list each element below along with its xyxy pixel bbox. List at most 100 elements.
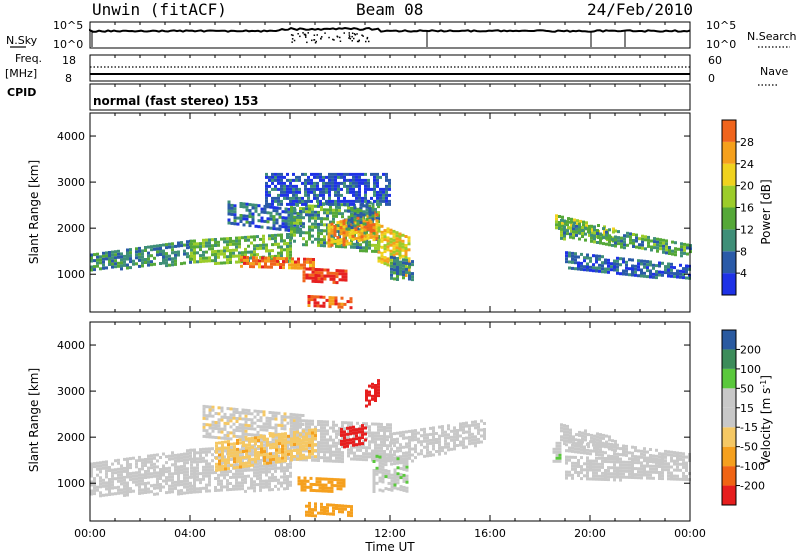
- heatmap-cell: [646, 275, 649, 279]
- heatmap-cell: [622, 453, 625, 457]
- heatmap-cell: [349, 187, 352, 191]
- heatmap-cell: [218, 459, 221, 463]
- heatmap-cell: [302, 279, 306, 283]
- heatmap-cell: [265, 249, 268, 253]
- heatmap-cell: [253, 415, 257, 419]
- heatmap-cell: [598, 441, 601, 445]
- heatmap-cell: [233, 454, 236, 458]
- heatmap-cell: [361, 433, 364, 437]
- heatmap-cell: [349, 297, 353, 301]
- heatmap-cell: [483, 422, 486, 425]
- heatmap-cell: [260, 447, 263, 451]
- heatmap-cell: [664, 468, 667, 472]
- heatmap-cell: [580, 261, 583, 265]
- heatmap-cell: [367, 184, 370, 188]
- heatmap-cell: [423, 454, 426, 458]
- heatmap-cell: [304, 178, 307, 182]
- heatmap-cell: [278, 451, 281, 455]
- heatmap-cell: [320, 426, 323, 430]
- heatmap-cell: [617, 242, 620, 246]
- heatmap-cell: [285, 257, 288, 261]
- heatmap-cell: [205, 453, 208, 457]
- heatmap-cell: [335, 441, 338, 445]
- heatmap-cell: [411, 447, 414, 451]
- heatmap-cell: [673, 266, 676, 270]
- heatmap-cell: [199, 245, 202, 249]
- heatmap-cell: [390, 264, 393, 268]
- heatmap-cell: [177, 483, 180, 487]
- heatmap-cell: [296, 218, 299, 222]
- heatmap-cell: [162, 479, 165, 483]
- heatmap-cell: [612, 239, 615, 243]
- heatmap-cell: [365, 240, 368, 244]
- heatmap-cell: [297, 476, 301, 480]
- heatmap-cell: [303, 266, 306, 270]
- heatmap-cell: [214, 424, 218, 427]
- nsky-point: [348, 35, 351, 38]
- heatmap-cell: [320, 505, 323, 509]
- heatmap-cell: [298, 416, 302, 420]
- heatmap-cell: [253, 238, 256, 242]
- heatmap-cell: [277, 445, 280, 449]
- heatmap-cell: [99, 476, 102, 480]
- heatmap-cell: [353, 445, 356, 449]
- heatmap-cell: [102, 463, 105, 467]
- heatmap-cell: [411, 260, 414, 264]
- heatmap-cell: [247, 412, 251, 416]
- heatmap-cell: [650, 239, 653, 243]
- heatmap-cell: [227, 467, 230, 471]
- heatmap-cell: [287, 225, 291, 229]
- heatmap-cell: [333, 239, 337, 243]
- heatmap-cell: [248, 440, 251, 444]
- heatmap-cell: [338, 504, 341, 508]
- heatmap-cell: [296, 446, 299, 449]
- heatmap-cell: [284, 228, 288, 232]
- heatmap-cell: [453, 426, 456, 430]
- heatmap-cell: [338, 450, 341, 454]
- heatmap-cell: [393, 462, 396, 466]
- heatmap-cell: [174, 471, 177, 475]
- heatmap-cell: [302, 458, 305, 462]
- heatmap-cell: [474, 444, 477, 448]
- heatmap-cell: [135, 253, 138, 257]
- heatmap-cell: [220, 427, 224, 431]
- heatmap-cell: [390, 473, 394, 477]
- heatmap-cell: [679, 477, 682, 481]
- heatmap-cell: [649, 272, 652, 276]
- heatmap-cell: [574, 470, 577, 474]
- heatmap-cell: [223, 473, 226, 477]
- heatmap-cell: [229, 431, 233, 435]
- heatmap-cell: [296, 425, 299, 428]
- heatmap-cell: [302, 270, 306, 274]
- heatmap-cell: [610, 455, 613, 458]
- heatmap-cell: [238, 236, 241, 240]
- heatmap-cell: [284, 219, 288, 223]
- heatmap-cell: [596, 229, 599, 232]
- heatmap-cell: [313, 298, 317, 302]
- heatmap-cell: [619, 453, 622, 457]
- heatmap-cell: [284, 453, 287, 457]
- heatmap-cell: [293, 427, 296, 431]
- heatmap-cell: [352, 437, 355, 441]
- heatmap-cell: [162, 249, 165, 253]
- heatmap-cell: [314, 434, 317, 438]
- heatmap-cell: [383, 450, 386, 453]
- heatmap-cell: [328, 305, 332, 309]
- heatmap-cell: [661, 465, 664, 469]
- heatmap-cell: [667, 462, 670, 466]
- heatmap-cell: [281, 444, 284, 448]
- heatmap-cell: [374, 393, 377, 396]
- heatmap-cell: [230, 206, 234, 210]
- heatmap-cell: [580, 445, 583, 449]
- heatmap-cell: [323, 438, 326, 442]
- heatmap-cell: [388, 187, 391, 191]
- heatmap-cell: [220, 409, 224, 413]
- heatmap-cell: [120, 464, 123, 468]
- heatmap-cell: [93, 259, 96, 263]
- heatmap-cell: [90, 465, 93, 469]
- heatmap-cell: [381, 459, 385, 463]
- heatmap-cell: [662, 247, 665, 251]
- heatmap-cell: [117, 488, 120, 492]
- heatmap-cell: [607, 267, 610, 271]
- heatmap-cell: [331, 181, 334, 185]
